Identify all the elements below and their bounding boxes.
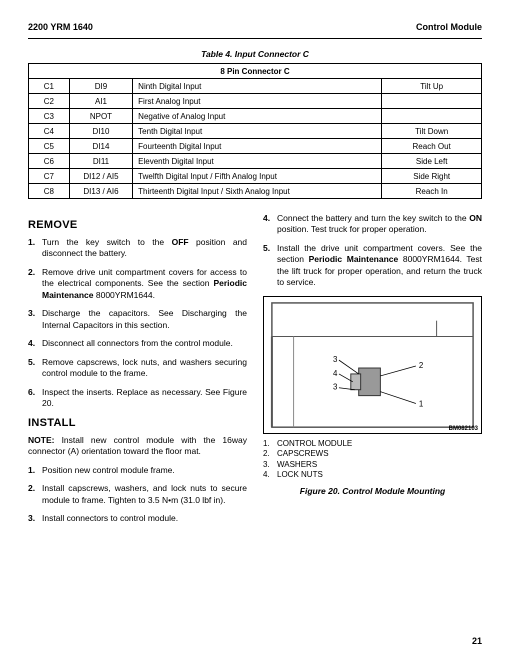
header-right: Control Module	[416, 22, 482, 32]
remove-steps: 1.Turn the key switch to the OFF positio…	[28, 237, 247, 410]
install-steps-left: 1.Position new control module frame. 2.I…	[28, 465, 247, 525]
table-row: C4DI10Tenth Digital InputTilt Down	[29, 124, 482, 139]
svg-text:4: 4	[333, 369, 338, 378]
table-row: C8DI13 / AI6Thirteenth Digital Input / S…	[29, 184, 482, 199]
install-heading: INSTALL	[28, 417, 247, 429]
figure-svg: 3 4 3 2 1	[264, 297, 481, 433]
right-column: 4.Connect the battery and turn the key s…	[263, 213, 482, 531]
table-row: C5DI14Fourteenth Digital InputReach Out	[29, 139, 482, 154]
table-row: C1DI9Ninth Digital InputTilt Up	[29, 79, 482, 94]
svg-text:3: 3	[333, 355, 338, 364]
table-title: Table 4. Input Connector C	[28, 49, 482, 59]
table-row: C6DI11Eleventh Digital InputSide Left	[29, 154, 482, 169]
figure-id: BM082103	[449, 426, 478, 432]
connector-table: 8 Pin Connector C C1DI9Ninth Digital Inp…	[28, 63, 482, 199]
install-steps-right: 4.Connect the battery and turn the key s…	[263, 213, 482, 289]
svg-text:1: 1	[419, 399, 423, 408]
header-left: 2200 YRM 1640	[28, 22, 93, 32]
remove-heading: REMOVE	[28, 219, 247, 231]
table-row: C7DI12 / AI5Twelfth Digital Input / Fift…	[29, 169, 482, 184]
table-row: C3NPOTNegative of Analog Input	[29, 109, 482, 124]
table-subheader: 8 Pin Connector C	[29, 64, 482, 79]
page-header: 2200 YRM 1640 Control Module	[28, 22, 482, 39]
table-row: C2AI1First Analog Input	[29, 94, 482, 109]
svg-text:3: 3	[333, 383, 338, 392]
left-column: REMOVE 1.Turn the key switch to the OFF …	[28, 213, 247, 531]
figure-legend: 1.CONTROL MODULE 2.CAPSCREWS 3.WASHERS 4…	[263, 439, 482, 481]
figure-caption: Figure 20. Control Module Mounting	[263, 486, 482, 496]
svg-text:2: 2	[419, 361, 423, 370]
page-number: 21	[472, 636, 482, 646]
figure-20-image: 3 4 3 2 1 BM082103	[263, 296, 482, 434]
install-note: NOTE: Install new control module with th…	[28, 435, 247, 458]
